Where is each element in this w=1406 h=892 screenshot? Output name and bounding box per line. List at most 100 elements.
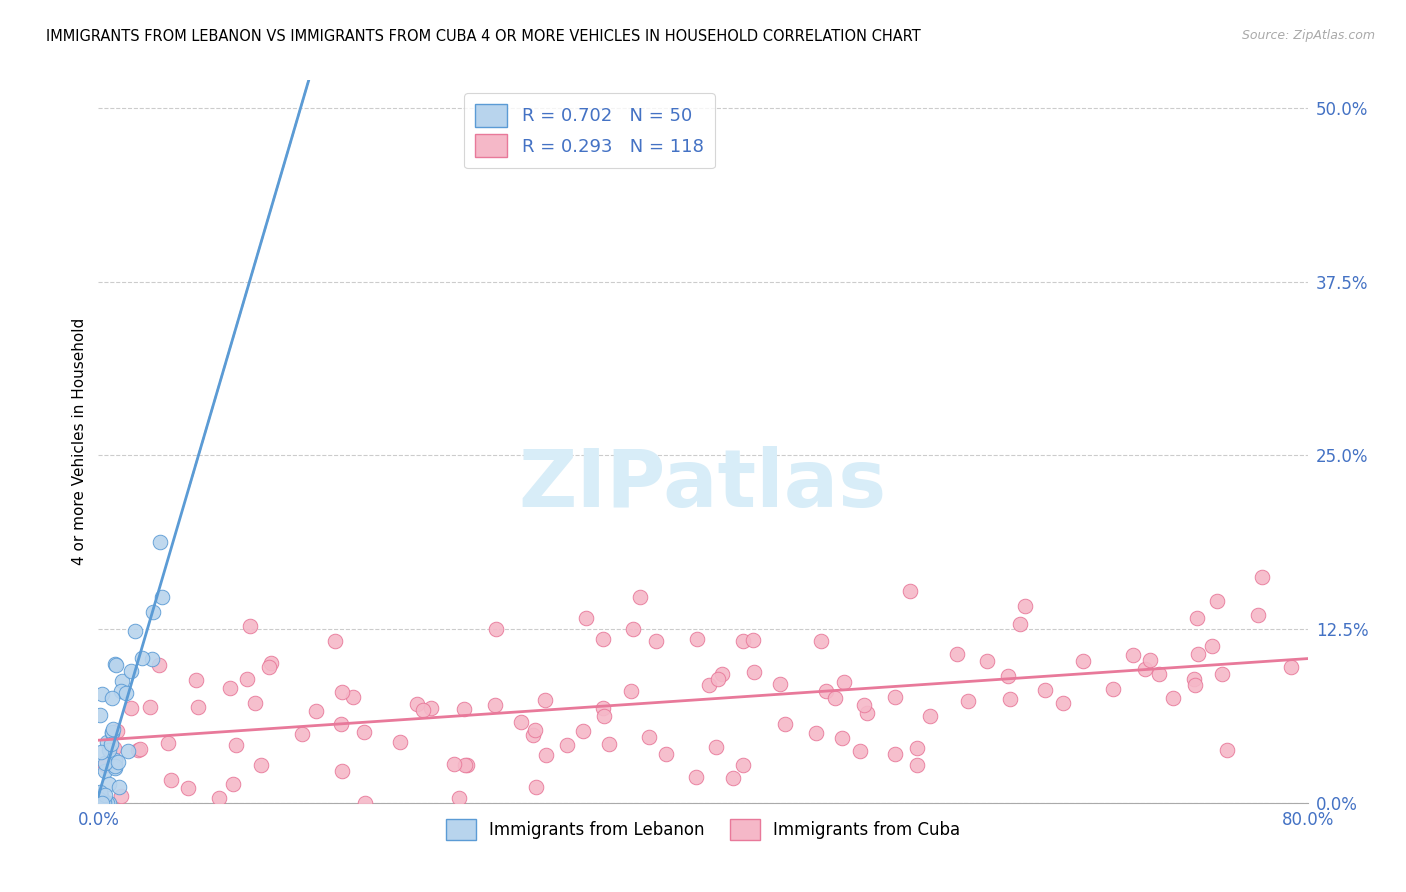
Point [1014, 599, 1036, 614]
Point [110, 789, 132, 803]
Point [150, 590, 173, 604]
Point [593, 709, 616, 723]
Point [91, 796, 114, 810]
Point [257, 660, 280, 674]
Point [177, 781, 200, 796]
Point [1211, 666, 1233, 681]
Point [87, 796, 110, 810]
Point [100, 737, 122, 751]
Point [184, 673, 207, 687]
Point [905, 741, 928, 756]
Point [484, 622, 506, 636]
Legend: Immigrants from Lebanon, Immigrants from Cuba: Immigrants from Lebanon, Immigrants from… [437, 811, 969, 848]
Point [598, 737, 620, 751]
Text: IMMIGRANTS FROM LEBANON VS IMMIGRANTS FROM CUBA 4 OR MORE VEHICLES IN HOUSEHOLD : IMMIGRANTS FROM LEBANON VS IMMIGRANTS FR… [46, 29, 921, 44]
Point [305, 704, 328, 718]
Point [638, 731, 661, 745]
Point [419, 701, 441, 715]
Point [697, 678, 720, 692]
Point [97, 796, 120, 810]
Point [100, 724, 122, 739]
Point [711, 667, 734, 681]
Point [105, 723, 128, 738]
Point [389, 735, 412, 749]
Point [945, 648, 967, 662]
Point [454, 758, 477, 772]
Point [920, 709, 942, 723]
Point [655, 747, 678, 762]
Point [239, 618, 262, 632]
Point [98, 777, 121, 791]
Point [456, 758, 478, 772]
Point [104, 759, 127, 773]
Point [107, 755, 129, 769]
Point [330, 717, 353, 731]
Point [707, 672, 730, 686]
Point [630, 590, 652, 604]
Point [769, 677, 792, 691]
Point [87, 792, 110, 806]
Point [849, 744, 872, 758]
Point [645, 634, 668, 648]
Point [1133, 662, 1156, 676]
Point [620, 683, 643, 698]
Point [117, 743, 139, 757]
Point [592, 701, 614, 715]
Point [1251, 570, 1274, 584]
Point [1184, 678, 1206, 692]
Point [93, 764, 115, 778]
Point [93, 796, 115, 810]
Point [1101, 681, 1123, 696]
Point [824, 690, 846, 705]
Point [723, 771, 745, 785]
Point [101, 726, 124, 740]
Point [94, 796, 117, 810]
Point [1161, 691, 1184, 706]
Point [354, 796, 377, 810]
Point [1184, 672, 1206, 686]
Point [412, 702, 434, 716]
Point [810, 634, 832, 648]
Point [1187, 648, 1209, 662]
Point [94, 758, 117, 772]
Point [1205, 594, 1227, 608]
Point [101, 722, 124, 736]
Point [1247, 608, 1270, 623]
Point [159, 772, 181, 787]
Point [141, 652, 163, 666]
Point [104, 754, 127, 768]
Point [127, 743, 149, 757]
Point [814, 684, 837, 698]
Point [1279, 660, 1302, 674]
Point [89, 796, 111, 810]
Point [225, 738, 247, 752]
Point [103, 740, 125, 755]
Point [524, 723, 547, 738]
Point [686, 632, 709, 646]
Point [330, 764, 353, 779]
Point [775, 717, 797, 731]
Point [1139, 653, 1161, 667]
Text: ZIPatlas: ZIPatlas [519, 446, 887, 524]
Point [443, 756, 465, 771]
Point [733, 634, 755, 648]
Point [142, 605, 165, 619]
Point [852, 698, 875, 712]
Point [557, 739, 579, 753]
Point [1071, 654, 1094, 668]
Point [93, 796, 115, 810]
Point [108, 780, 131, 795]
Point [509, 714, 531, 729]
Point [222, 776, 245, 790]
Point [96, 735, 118, 749]
Point [124, 624, 146, 639]
Point [115, 686, 138, 700]
Point [571, 723, 593, 738]
Point [148, 535, 170, 549]
Point [260, 656, 283, 670]
Point [91, 796, 114, 810]
Point [976, 654, 998, 668]
Point [91, 796, 114, 810]
Point [249, 757, 271, 772]
Point [832, 675, 855, 690]
